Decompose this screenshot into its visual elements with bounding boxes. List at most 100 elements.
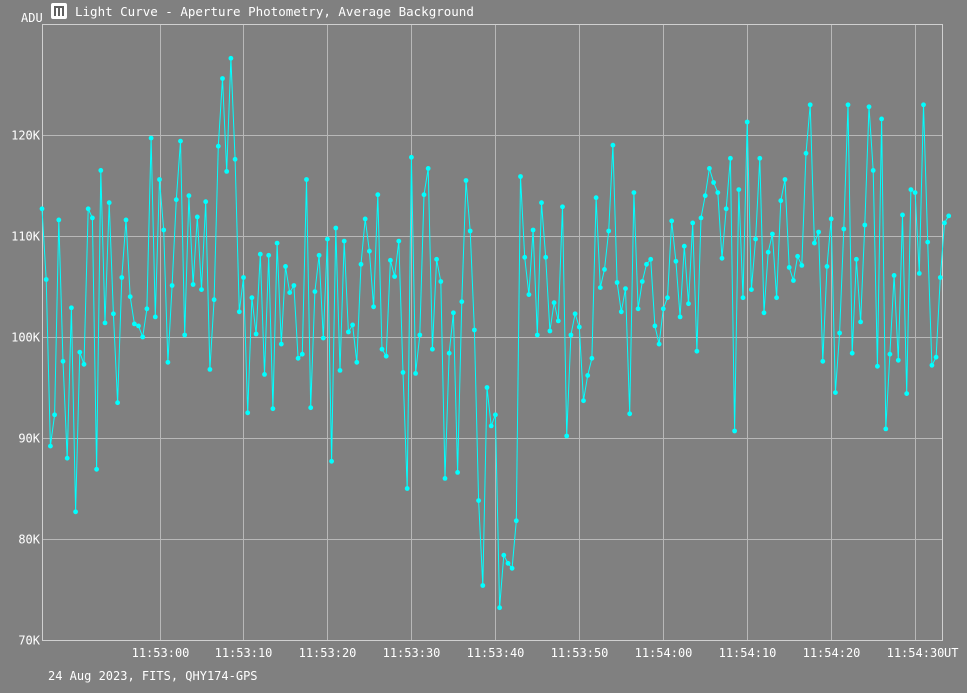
data-point	[115, 400, 120, 406]
data-point	[623, 286, 628, 291]
data-point	[509, 565, 515, 571]
data-point	[908, 187, 914, 193]
data-point	[127, 294, 133, 300]
data-point	[627, 411, 633, 417]
data-point	[463, 178, 469, 183]
data-point	[753, 236, 758, 242]
data-point	[253, 331, 259, 337]
data-point	[295, 355, 301, 361]
data-point	[203, 199, 209, 205]
chart-grid	[42, 24, 942, 640]
x-tick-label: 11:53:30	[383, 646, 441, 660]
data-point	[891, 273, 897, 278]
data-point	[299, 351, 305, 357]
data-point	[451, 310, 456, 316]
y-tick-label: 110K	[11, 230, 41, 244]
data-point	[925, 239, 931, 245]
data-point	[530, 227, 536, 233]
data-point	[795, 253, 800, 259]
data-point	[102, 320, 108, 326]
data-point	[308, 405, 314, 411]
y-tick-label: 70K	[18, 634, 40, 648]
data-point	[488, 423, 494, 429]
y-axis-label: ADU	[21, 11, 43, 25]
data-point	[522, 254, 528, 260]
data-point	[409, 154, 414, 160]
data-point	[98, 168, 104, 173]
data-point	[215, 143, 221, 149]
data-point	[94, 466, 99, 472]
data-point	[564, 433, 570, 439]
data-point	[341, 238, 347, 244]
data-point	[199, 287, 204, 292]
data-point	[904, 391, 910, 396]
data-point	[732, 428, 737, 434]
data-point	[152, 314, 158, 320]
data-point	[639, 279, 645, 284]
x-tick-label: 11:53:00	[132, 646, 190, 660]
data-point	[329, 458, 334, 464]
data-point	[782, 177, 788, 182]
data-point	[576, 324, 582, 330]
data-point	[513, 518, 519, 524]
x-tick-label: 11:53:10	[215, 646, 273, 660]
data-point	[404, 486, 410, 491]
data-point	[644, 261, 649, 267]
data-point	[606, 228, 612, 234]
data-point	[501, 552, 507, 558]
data-point	[140, 334, 146, 340]
data-point	[274, 240, 280, 246]
data-point	[136, 323, 141, 329]
data-point	[425, 166, 431, 171]
data-point	[862, 222, 868, 228]
data-point	[459, 299, 465, 305]
data-point	[870, 168, 876, 173]
data-point	[711, 180, 716, 185]
data-point	[287, 290, 293, 295]
data-point	[665, 295, 670, 301]
data-point	[312, 289, 318, 294]
data-point	[81, 361, 87, 367]
data-point	[320, 335, 326, 341]
data-point	[799, 263, 805, 268]
data-point	[505, 560, 511, 566]
data-point	[568, 332, 574, 338]
data-point	[749, 287, 754, 292]
data-point	[933, 354, 939, 360]
data-point	[169, 283, 175, 288]
data-point	[610, 142, 616, 148]
data-point	[895, 357, 901, 363]
data-point	[236, 309, 242, 315]
data-point	[165, 359, 171, 365]
data-point	[652, 323, 658, 329]
data-point	[551, 300, 557, 306]
data-point	[421, 192, 427, 198]
data-point	[52, 412, 57, 418]
data-point	[119, 275, 125, 280]
x-tick-label: 11:53:20	[299, 646, 357, 660]
data-point	[602, 267, 607, 272]
x-tick-label: 11:53:50	[551, 646, 609, 660]
data-point	[807, 102, 813, 108]
data-point	[728, 155, 733, 161]
data-point	[455, 470, 460, 475]
data-point	[362, 216, 368, 222]
data-point	[828, 216, 834, 222]
data-point	[39, 206, 45, 212]
data-point	[820, 358, 826, 364]
data-point	[56, 217, 62, 223]
data-point	[245, 410, 251, 416]
data-point	[123, 217, 129, 223]
data-point	[148, 135, 154, 141]
data-point	[480, 583, 486, 588]
data-point	[85, 206, 91, 212]
data-point	[333, 225, 339, 231]
light-curve-app-icon[interactable]	[51, 3, 67, 19]
data-point	[484, 385, 490, 390]
x-tick-label: 11:54:00	[635, 646, 693, 660]
data-point	[593, 195, 599, 201]
data-point	[467, 228, 473, 234]
x-axis-label: UT	[944, 646, 958, 660]
data-point	[539, 200, 544, 206]
data-point	[434, 256, 439, 262]
